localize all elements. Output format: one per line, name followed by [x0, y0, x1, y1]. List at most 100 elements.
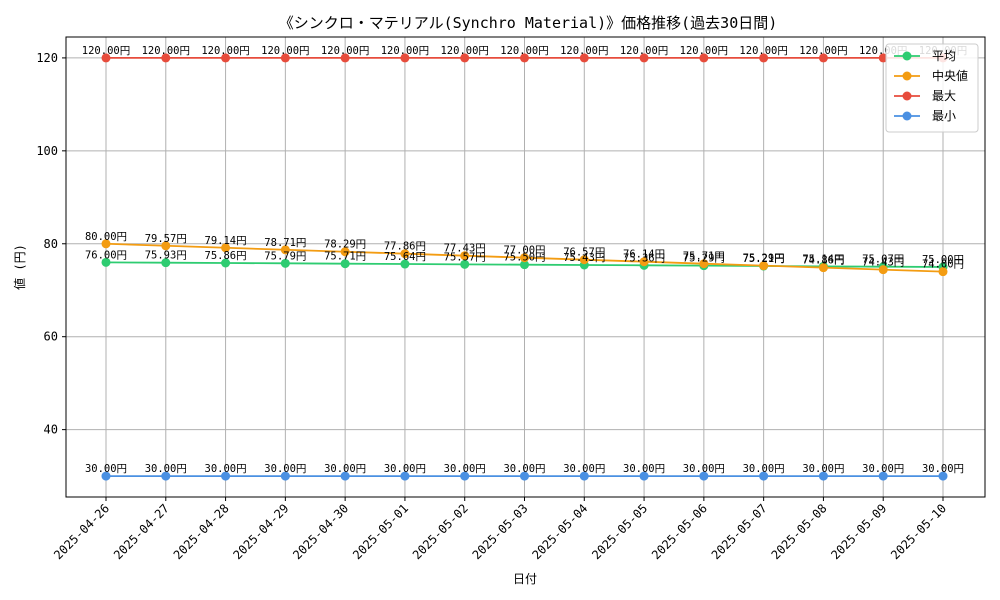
data-label: 75.50円 — [503, 252, 545, 264]
data-label: 30.00円 — [205, 463, 247, 475]
legend-entry: 最大 — [932, 89, 956, 103]
data-label: 75.57円 — [444, 251, 486, 263]
data-label: 75.29円 — [683, 253, 725, 265]
data-point — [400, 259, 410, 269]
data-label: 120.00円 — [560, 45, 608, 57]
x-axis-label: 日付 — [513, 572, 537, 586]
data-label: 75.71円 — [683, 251, 725, 263]
data-point — [221, 53, 231, 63]
legend-swatch-marker — [902, 91, 912, 101]
y-tick-label: 100 — [36, 144, 58, 158]
data-label: 76.14円 — [623, 249, 665, 261]
data-label: 30.00円 — [324, 463, 366, 475]
data-label: 77.00円 — [503, 245, 545, 257]
data-label: 74.86円 — [802, 255, 844, 267]
data-point — [280, 53, 290, 63]
data-label: 75.14円 — [802, 253, 844, 265]
data-point — [639, 471, 649, 481]
data-point — [101, 257, 111, 267]
data-label: 120.00円 — [142, 45, 190, 57]
y-tick-label: 40 — [44, 423, 58, 437]
data-label: 30.00円 — [503, 463, 545, 475]
data-point — [699, 53, 709, 63]
data-point — [280, 258, 290, 268]
series-layer — [101, 53, 948, 481]
data-point — [101, 53, 111, 63]
data-point — [938, 471, 948, 481]
data-point — [878, 471, 888, 481]
data-point — [699, 259, 709, 269]
data-point — [161, 471, 171, 481]
data-point — [639, 257, 649, 267]
legend-swatch-marker — [902, 71, 912, 81]
data-label: 30.00円 — [802, 463, 844, 475]
chart-title: 《シンクロ・マテリアル(Synchro Material)》価格推移(過去30日… — [279, 14, 778, 32]
data-point — [221, 471, 231, 481]
legend-box — [885, 43, 979, 133]
data-label: 120.00円 — [500, 45, 548, 57]
data-point — [818, 471, 828, 481]
data-point — [460, 53, 470, 63]
data-label: 75.07円 — [862, 254, 904, 266]
data-point — [520, 471, 529, 481]
data-label: 75.79円 — [264, 250, 306, 262]
data-label: 30.00円 — [743, 463, 785, 475]
data-point — [579, 471, 589, 481]
data-label: 30.00円 — [444, 463, 486, 475]
data-point — [101, 471, 111, 481]
data-point — [340, 259, 350, 269]
data-point — [280, 471, 290, 481]
data-point — [340, 471, 350, 481]
data-label: 77.43円 — [444, 243, 486, 255]
data-label: 75.64円 — [384, 251, 426, 263]
data-point — [460, 471, 470, 481]
data-label: 30.00円 — [862, 463, 904, 475]
data-point — [460, 259, 470, 269]
data-point — [938, 267, 948, 277]
data-label: 120.00円 — [82, 45, 130, 57]
data-point — [759, 261, 769, 271]
data-label: 75.86円 — [205, 250, 247, 262]
plot-frame — [65, 36, 986, 498]
y-axis-label: 値 (円) — [12, 244, 27, 290]
data-label: 75.21円 — [743, 253, 785, 265]
data-label: 76.57円 — [563, 247, 605, 259]
data-label: 75.00円 — [922, 254, 964, 266]
data-label: 30.00円 — [145, 463, 187, 475]
data-label: 120.00円 — [680, 45, 728, 57]
data-point — [818, 263, 828, 273]
data-label: 120.00円 — [381, 45, 429, 57]
data-label: 120.00円 — [799, 45, 847, 57]
data-label: 30.00円 — [922, 463, 964, 475]
y-tick-label: 80 — [44, 237, 58, 251]
data-point — [579, 53, 589, 63]
y-tick-label: 60 — [44, 330, 58, 344]
data-point — [161, 53, 171, 63]
data-label: 74.43円 — [862, 257, 904, 269]
data-label: 75.36円 — [623, 252, 665, 264]
data-label: 75.29円 — [743, 253, 785, 265]
data-point — [639, 53, 649, 63]
data-label: 76.00円 — [85, 249, 127, 261]
data-label: 78.71円 — [264, 237, 306, 249]
data-point — [759, 53, 769, 63]
data-point — [878, 265, 888, 275]
data-label: 78.29円 — [324, 239, 366, 251]
data-point — [221, 258, 231, 268]
data-label: 120.00円 — [261, 45, 309, 57]
legend-entry: 最小 — [932, 109, 956, 123]
data-label: 120.00円 — [739, 45, 787, 57]
data-point — [400, 249, 410, 259]
series-3 — [101, 53, 948, 63]
data-point — [280, 245, 290, 255]
data-point — [400, 53, 410, 63]
data-label: 30.00円 — [563, 463, 605, 475]
data-point — [340, 53, 350, 63]
legend-entry: 平均 — [932, 49, 956, 63]
data-label: 120.00円 — [620, 45, 668, 57]
data-label: 120.00円 — [440, 45, 488, 57]
data-point — [400, 471, 410, 481]
